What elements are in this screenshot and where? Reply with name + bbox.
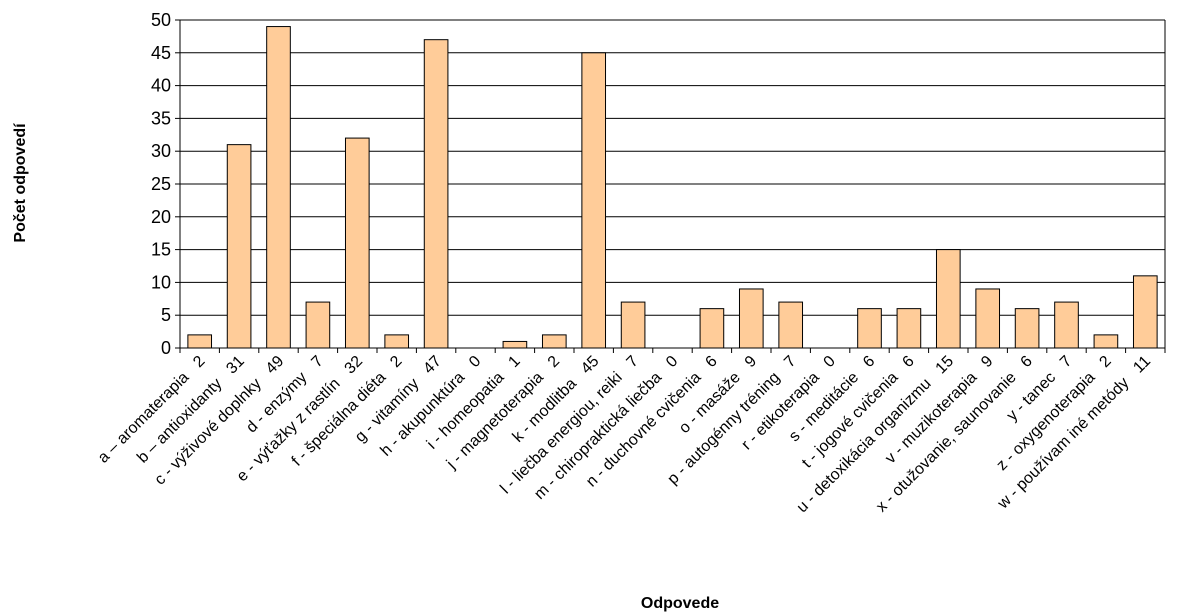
category-value: 7: [624, 353, 642, 371]
y-tick-label: 45: [151, 43, 171, 63]
bar: [541, 334, 567, 349]
y-tick-label: 20: [151, 207, 171, 227]
category-value: 15: [933, 353, 958, 378]
category-value: 2: [190, 353, 208, 371]
bar: [935, 249, 961, 349]
y-tick-label: 0: [161, 338, 171, 358]
category-value: 1: [505, 353, 523, 371]
bar: [1054, 301, 1079, 349]
category-value: 47: [420, 353, 445, 378]
y-tick-label: 40: [151, 76, 171, 96]
category-value: 6: [1018, 353, 1036, 371]
bar: [344, 137, 370, 349]
category-value: 49: [263, 353, 288, 378]
category-value: 0: [821, 353, 839, 371]
category-value: 2: [387, 353, 405, 371]
category-value: 9: [742, 353, 760, 371]
category-value: 45: [578, 353, 603, 378]
bar: [581, 52, 607, 349]
bar: [1093, 334, 1119, 349]
bar: [699, 308, 725, 349]
bar: [502, 340, 528, 349]
category-value: 32: [342, 353, 367, 378]
bar: [975, 288, 1001, 349]
bar: [857, 308, 882, 349]
category-value: 0: [663, 353, 681, 371]
bar: [305, 301, 331, 349]
category-value: 2: [545, 353, 563, 371]
y-tick-label: 15: [151, 240, 171, 260]
category-value: 11: [1130, 353, 1154, 377]
category-value: 6: [899, 353, 917, 371]
y-tick-label: 50: [151, 10, 171, 30]
x-category-label: w - používam iné metódy11: [994, 353, 1154, 513]
category-value: 9: [978, 353, 996, 371]
bar: [266, 26, 291, 349]
bar: [226, 144, 252, 349]
axes: [179, 19, 1166, 353]
bar: [778, 301, 804, 349]
category-value: 0: [466, 353, 484, 371]
category-value: 2: [1096, 353, 1114, 371]
bar: [423, 39, 449, 349]
bar: [896, 308, 922, 349]
gridlines: [175, 19, 1165, 349]
x-axis-title: Odpovede: [641, 595, 719, 612]
bars: [187, 26, 1158, 349]
category-value: 6: [702, 353, 720, 371]
bar: [1014, 308, 1040, 349]
category-value: 7: [781, 353, 799, 371]
y-axis-title: Počet odpovedí: [12, 123, 29, 243]
category-value: 7: [308, 353, 326, 371]
bar: [1132, 275, 1158, 349]
bar: [384, 334, 410, 349]
category-value: 31: [223, 353, 248, 378]
y-tick-label: 30: [151, 141, 171, 161]
bar: [620, 301, 646, 349]
y-tick-label: 10: [151, 272, 171, 292]
bar: [187, 334, 213, 349]
y-tick-labels: 0 5 10 15 20 25 30 35 40 45 50: [151, 10, 171, 358]
bar: [738, 288, 764, 349]
y-tick-label: 35: [151, 108, 171, 128]
category-value: 7: [1057, 353, 1075, 371]
category-value: 6: [860, 353, 878, 371]
y-tick-label: 5: [161, 305, 171, 325]
y-tick-label: 25: [151, 174, 171, 194]
